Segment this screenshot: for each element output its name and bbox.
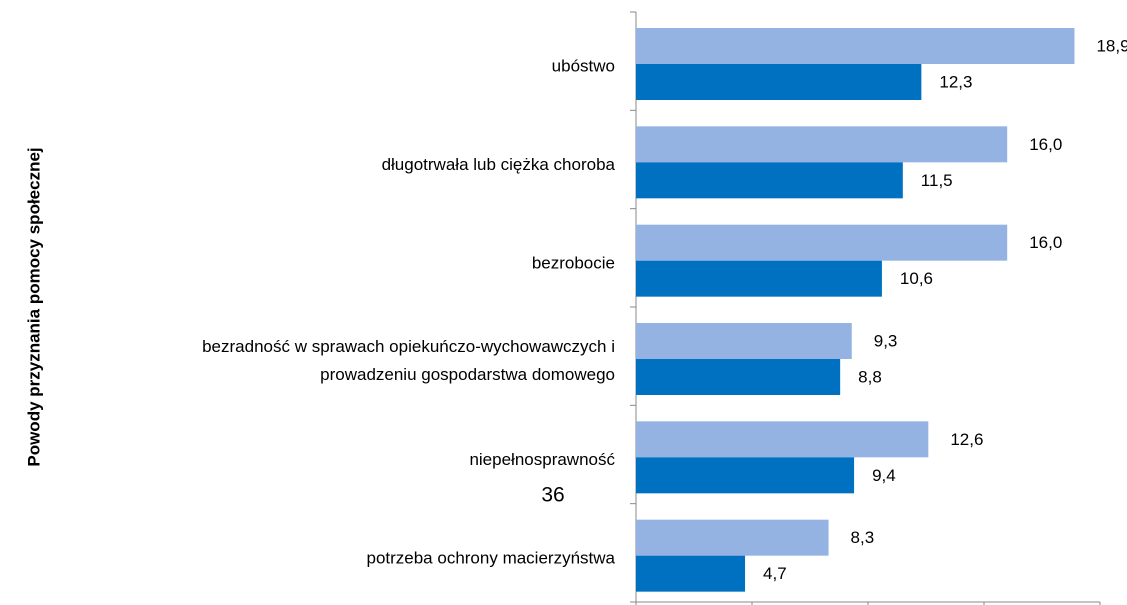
bar <box>636 323 852 359</box>
bar <box>636 421 929 458</box>
category-label: bezradność w sprawach opiekuńczo-wychowa… <box>202 338 615 385</box>
bar <box>636 224 1008 261</box>
data-label: 11,5 <box>921 171 953 190</box>
bar <box>636 28 1075 64</box>
bar <box>636 519 829 556</box>
data-label: 10,6 <box>900 269 933 288</box>
bar <box>636 555 746 592</box>
category-label: ubóstwo <box>552 57 615 76</box>
bar <box>636 126 1008 163</box>
data-label: 4,7 <box>763 564 787 583</box>
data-label: 16,0 <box>1029 135 1062 154</box>
data-label: 18,9 <box>1096 36 1127 55</box>
data-label: 16,0 <box>1029 233 1062 252</box>
bar <box>636 457 855 494</box>
bar <box>636 64 922 100</box>
category-label: długotrwała lub ciężka choroba <box>382 155 616 174</box>
data-label: 8,8 <box>858 367 882 386</box>
data-label: 12,3 <box>939 72 972 91</box>
data-label: 9,3 <box>874 331 898 350</box>
category-label: potrzeba ochrony macierzyństwa <box>366 548 615 567</box>
bar <box>636 260 882 297</box>
bar <box>636 162 903 199</box>
data-label: 9,4 <box>872 466 896 485</box>
data-label: 12,6 <box>950 430 983 449</box>
y-axis-title: Powody przyznania pomocy społecznej <box>24 147 43 466</box>
data-label: 8,3 <box>851 528 875 547</box>
category-label: bezrobocie <box>532 253 615 272</box>
annotation: 36 <box>541 484 564 507</box>
category-label: niepełnosprawność <box>469 450 615 469</box>
bar <box>636 359 841 395</box>
